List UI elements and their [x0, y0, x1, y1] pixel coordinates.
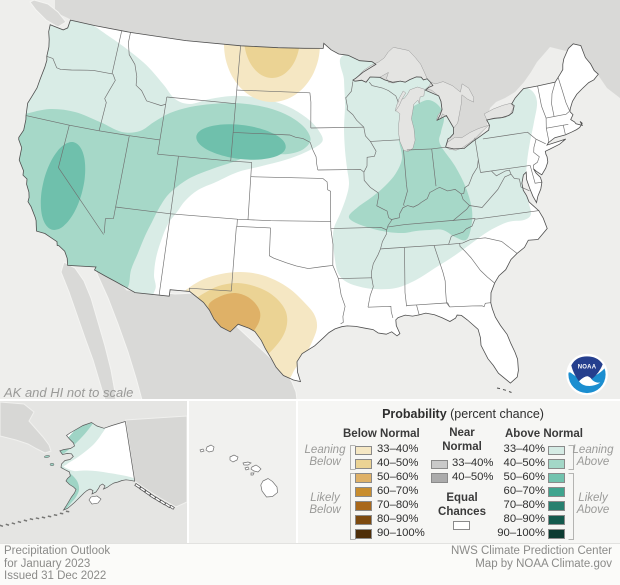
svg-text:NOAA: NOAA	[578, 365, 597, 371]
